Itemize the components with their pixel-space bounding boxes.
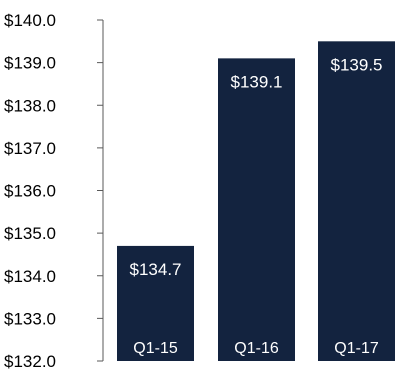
bar [117,245,194,361]
bar-category-label: Q1-15 [133,340,178,357]
bar-category-label: Q1-17 [334,340,379,357]
y-tick-label: $135.0 [4,224,56,243]
y-tick-label: $134.0 [4,267,56,286]
bar-category-label: Q1-16 [234,340,279,357]
y-tick-label: $137.0 [4,139,56,158]
bar-data-label: $134.7 [130,260,182,279]
bar [218,58,295,362]
y-tick-label: $133.0 [4,309,56,328]
y-tick-label: $138.0 [4,96,56,115]
bars-group: $134.7 Q1-15 $139.1 Q1-16 $139.5 Q1-17 [117,41,395,362]
y-tick-label: $139.0 [4,54,56,73]
y-tick-label: $140.0 [4,11,56,30]
bar-data-label: $139.5 [331,55,383,74]
y-axis: $140.0 $139.0 $138.0 $137.0 $136.0 $135.0 $134… [4,11,104,369]
y-tick-label: $132.0 [4,352,56,369]
y-tick-label: $136.0 [4,182,56,201]
bar-data-label: $139.1 [231,72,283,91]
bar [318,41,395,361]
